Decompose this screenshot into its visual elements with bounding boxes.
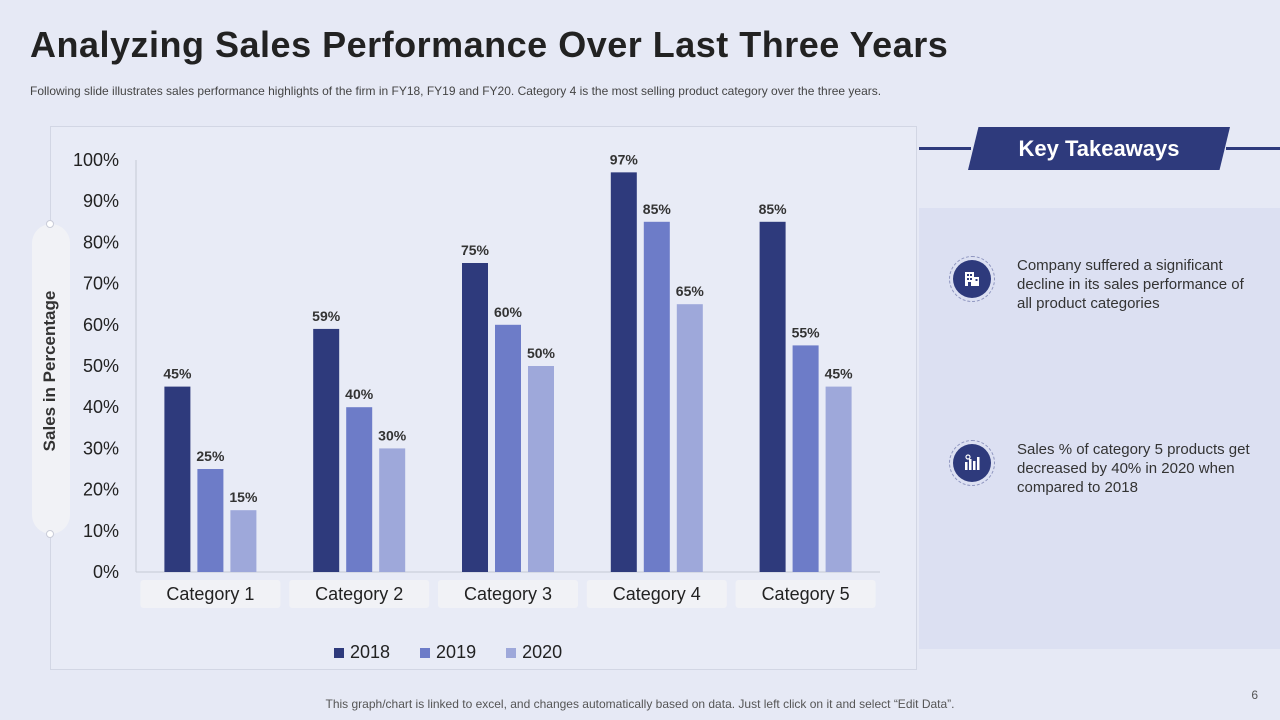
legend-swatch bbox=[506, 647, 517, 658]
bar-2019 bbox=[643, 221, 670, 573]
category-label-box bbox=[586, 580, 727, 608]
data-label: 55% bbox=[792, 324, 821, 340]
category-label-box bbox=[289, 580, 430, 608]
pill-bottom-dot bbox=[46, 530, 54, 538]
legend-item-2020: 2020 bbox=[506, 642, 562, 663]
y-tick-label: 20% bbox=[83, 480, 119, 500]
legend-label: 2019 bbox=[436, 642, 477, 662]
legend-item-2019: 2019 bbox=[420, 642, 476, 663]
bar-2019 bbox=[197, 469, 224, 572]
legend-label: 2020 bbox=[522, 642, 563, 662]
footer-note: This graph/chart is linked to excel, and… bbox=[325, 697, 955, 711]
legend-swatch bbox=[334, 647, 344, 658]
takeaway-rule-left bbox=[919, 147, 971, 150]
y-tick-label: 10% bbox=[83, 521, 119, 541]
data-label: 50% bbox=[527, 345, 556, 361]
page-title: Analyzing Sales Performance Over Last Th… bbox=[30, 24, 949, 65]
data-label: 30% bbox=[378, 427, 407, 443]
bar-2019 bbox=[792, 345, 819, 572]
bar-2019 bbox=[495, 324, 521, 572]
data-label: 25% bbox=[196, 448, 225, 464]
takeaway-icon-ring bbox=[949, 256, 995, 302]
y-axis-label-pill bbox=[32, 220, 70, 538]
bar-2018 bbox=[164, 386, 191, 572]
legend-label: 2018 bbox=[350, 642, 391, 662]
y-tick-label: 100% bbox=[73, 150, 119, 170]
takeaway-item: Company suffered a significant decline i… bbox=[949, 256, 1257, 313]
bar-2018 bbox=[610, 172, 637, 573]
y-tick-label: 70% bbox=[83, 274, 119, 294]
pill-top-dot bbox=[46, 220, 54, 228]
bar-2019 bbox=[346, 407, 373, 572]
bar-2018 bbox=[313, 328, 340, 572]
data-label: 45% bbox=[163, 366, 192, 382]
data-label: 75% bbox=[461, 242, 490, 258]
category-label: Category 2 bbox=[315, 584, 403, 604]
bar-2020 bbox=[528, 366, 554, 572]
takeaway-item: Sales % of category 5 products get decre… bbox=[949, 440, 1257, 497]
data-label: 85% bbox=[643, 201, 672, 217]
category-label: Category 1 bbox=[166, 584, 254, 604]
category-label: Category 3 bbox=[464, 584, 552, 604]
data-label: 97% bbox=[610, 151, 639, 167]
page-number: 6 bbox=[1251, 688, 1258, 702]
category-label-box bbox=[140, 580, 281, 608]
building-icon bbox=[953, 260, 991, 298]
takeaway-text: Company suffered a significant decline i… bbox=[1017, 257, 1244, 312]
chart-legend: 2018 2019 2020 bbox=[334, 642, 562, 663]
category-label: Category 5 bbox=[762, 584, 850, 604]
takeaway-rule-right bbox=[1226, 147, 1280, 150]
data-label: 40% bbox=[345, 386, 374, 402]
y-tick-label: 80% bbox=[83, 232, 119, 252]
bar-2020 bbox=[379, 448, 406, 572]
bar-2020 bbox=[676, 304, 703, 572]
legend-item-2018: 2018 bbox=[334, 642, 390, 663]
data-label: 65% bbox=[676, 283, 705, 299]
page-subtitle: Following slide illustrates sales perfor… bbox=[30, 84, 882, 98]
bar-chart-icon bbox=[953, 444, 991, 482]
key-takeaways-banner: Key Takeaways bbox=[968, 127, 1230, 170]
y-tick-label: 90% bbox=[83, 191, 119, 211]
y-tick-label: 0% bbox=[93, 562, 119, 582]
takeaway-icon-ring bbox=[949, 440, 995, 486]
category-label-box bbox=[438, 580, 578, 608]
data-label: 60% bbox=[494, 304, 523, 320]
takeaway-text: Sales % of category 5 products get decre… bbox=[1017, 441, 1250, 496]
legend-swatch bbox=[420, 647, 431, 658]
y-tick-label: 50% bbox=[83, 356, 119, 376]
data-label: 45% bbox=[825, 366, 854, 382]
category-label: Category 4 bbox=[613, 584, 701, 604]
bar-2020 bbox=[825, 386, 852, 572]
data-label: 15% bbox=[229, 489, 258, 505]
bar-2018 bbox=[759, 221, 786, 573]
bar-2018 bbox=[462, 263, 488, 572]
category-label-box bbox=[735, 580, 876, 608]
y-tick-label: 60% bbox=[83, 315, 119, 335]
takeaways-panel: Company suffered a significant decline i… bbox=[919, 208, 1280, 649]
bar-2020 bbox=[230, 510, 257, 572]
data-label: 59% bbox=[312, 308, 341, 324]
y-tick-label: 30% bbox=[83, 438, 119, 458]
y-tick-label: 40% bbox=[83, 397, 119, 417]
data-label: 85% bbox=[759, 201, 788, 217]
